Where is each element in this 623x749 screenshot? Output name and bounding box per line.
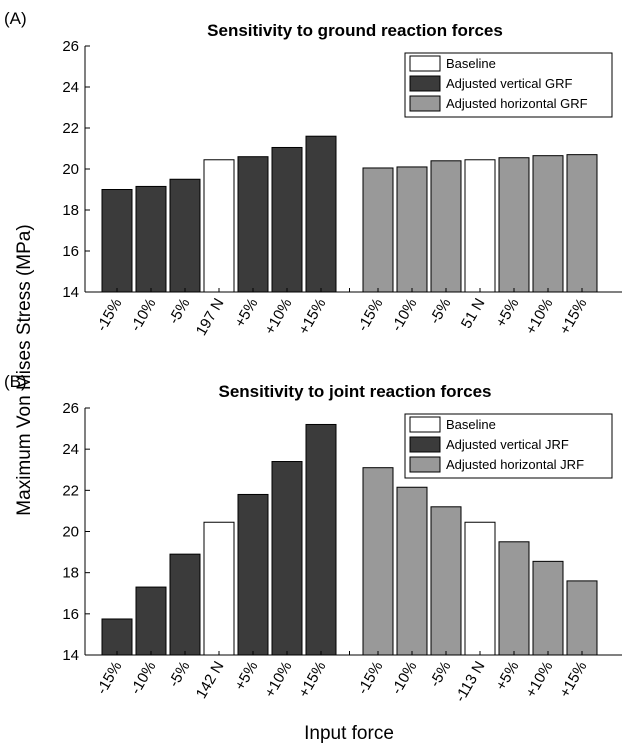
bar-horizontal [532,560,564,656]
y-tick-label: 24 [62,79,79,96]
legend-swatch-horizontal [409,95,441,112]
y-tick-label: 20 [62,161,79,178]
x-tick-label: +5% [493,296,523,331]
y-tick-label: 22 [62,482,79,499]
y-tick-label: 20 [62,524,79,541]
y-axis-title: Maximum Von Mises Stress (MPa) [14,224,35,515]
panel-b: (B) Sensitivity to joint reaction forces 1… [4,372,622,705]
legend-label: Adjusted horizontal JRF [446,457,584,472]
bar-vertical [237,493,269,656]
bar-vertical [271,146,303,293]
bar-horizontal [396,166,428,293]
x-tick-label: -10% [127,659,159,698]
bar-vertical [101,189,133,293]
bar-horizontal [566,154,598,293]
bar-horizontal [362,167,394,293]
x-tick-label: +5% [232,659,262,694]
x-axis-title: Input force [304,723,394,744]
x-tick-label: -15% [93,659,125,698]
x-tick-label: -5% [165,659,193,691]
panel-label: (B) [4,372,27,391]
legend-label: Adjusted horizontal GRF [446,96,588,111]
y-tick-label: 18 [62,565,79,582]
bar-baseline [464,159,496,293]
bar-horizontal [532,155,564,293]
bar-baseline [464,521,496,656]
legend-swatch-vertical [409,436,441,453]
legend: Baseline Adjusted vertical GRF Adjusted ho… [404,52,613,118]
x-tick-label: +15% [295,296,329,338]
x-tick-label: -113 N [452,659,489,706]
y-tick-label: 14 [62,284,79,301]
legend-swatch-baseline [409,55,441,72]
y-tick-label: 14 [62,647,79,664]
bar-vertical [305,135,337,293]
legend-swatch-vertical [409,75,441,92]
chart-title: Sensitivity to ground reaction forces [207,21,503,40]
x-tick-label: 197 N [193,296,228,339]
legend-swatch-baseline [409,416,441,433]
x-tick-label: -15% [354,659,386,698]
y-tick-label: 26 [62,400,79,417]
x-tick-label: +10% [522,296,556,338]
x-tick-label: -5% [165,296,193,328]
panel-label: (A) [4,9,27,28]
y-tick-label: 16 [62,606,79,623]
chart-title: Sensitivity to joint reaction forces [218,382,491,401]
bar-vertical [237,156,269,293]
x-tick-label: -10% [388,659,420,698]
x-tick-label: +10% [261,296,295,338]
x-tick-label: +10% [522,659,556,701]
bar-horizontal [498,157,530,293]
bar-vertical [305,423,337,656]
x-tick-label: +15% [295,659,329,701]
x-tick-label: +5% [232,296,262,331]
bar-vertical [169,553,201,656]
y-tick-label: 22 [62,120,79,137]
y-tick-label: 26 [62,38,79,55]
bar-baseline [203,521,235,656]
legend-label: Baseline [446,56,496,71]
bar-horizontal [498,541,530,656]
x-tick-label: -5% [426,659,454,691]
bar-horizontal [566,580,598,656]
legend-label: Baseline [446,417,496,432]
x-tick-label: -15% [354,296,386,335]
bar-horizontal [430,160,462,293]
x-tick-label: 142 N [193,659,228,702]
legend: Baseline Adjusted vertical JRF Adjusted ho… [404,413,613,479]
x-tick-label: -5% [426,296,454,328]
x-tick-label: -10% [388,296,420,335]
y-tick-label: 16 [62,243,79,260]
y-tick-label: 24 [62,441,79,458]
bar-horizontal [362,467,394,656]
panel-a: (A) Sensitivity to ground reaction forces… [4,9,622,339]
x-tick-label: +15% [556,659,590,701]
x-tick-label: -15% [93,296,125,335]
bar-vertical [135,586,167,656]
bar-baseline [203,159,235,293]
legend-swatch-horizontal [409,456,441,473]
legend-label: Adjusted vertical JRF [446,437,569,452]
bar-horizontal [396,486,428,656]
bar-horizontal [430,506,462,656]
x-tick-label: +10% [261,659,295,701]
y-tick-label: 18 [62,202,79,219]
x-tick-label: -10% [127,296,159,335]
x-tick-label: 51 N [458,296,489,332]
x-tick-label: +15% [556,296,590,338]
bar-vertical [169,178,201,293]
bar-vertical [135,185,167,293]
bar-vertical [271,461,303,656]
x-tick-label: +5% [493,659,523,694]
bar-vertical [101,618,133,656]
legend-label: Adjusted vertical GRF [446,76,572,91]
